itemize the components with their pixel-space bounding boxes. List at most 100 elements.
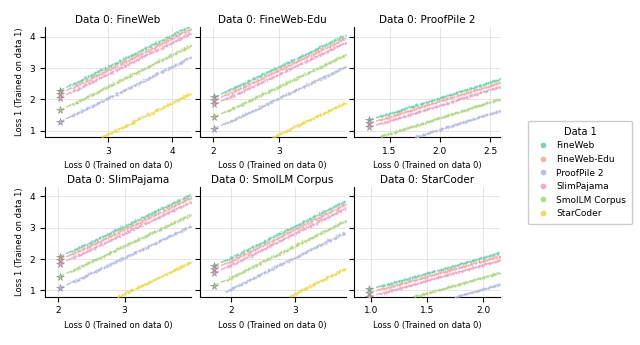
Point [423, 119, 433, 124]
Point [76, 251, 86, 257]
Point [104, 233, 114, 239]
Point [261, 89, 271, 94]
Point [440, 93, 451, 99]
Point [259, 77, 269, 83]
Point [278, 236, 289, 241]
Point [314, 53, 324, 58]
Point [232, 115, 243, 121]
Point [257, 103, 268, 109]
Point [95, 266, 105, 272]
Point [125, 56, 136, 62]
Point [415, 275, 425, 280]
Point [413, 109, 423, 115]
Point [428, 104, 438, 109]
Point [408, 110, 418, 115]
Point [118, 245, 128, 250]
Point [124, 224, 134, 229]
Point [469, 84, 479, 89]
Point [318, 50, 328, 56]
Point [401, 126, 411, 131]
Point [414, 109, 424, 115]
Point [449, 270, 460, 275]
Point [489, 109, 499, 114]
Point [127, 83, 138, 89]
Point [335, 201, 345, 206]
Point [427, 97, 437, 102]
Point [307, 215, 317, 220]
Point [140, 45, 150, 50]
Point [448, 112, 458, 117]
Point [340, 202, 351, 208]
Point [320, 46, 330, 51]
Point [451, 97, 461, 102]
Point [327, 205, 337, 210]
Point [434, 126, 444, 132]
Point [419, 103, 429, 109]
Point [114, 233, 124, 238]
Point [329, 235, 339, 240]
Point [258, 74, 268, 80]
Point [259, 103, 269, 108]
Point [337, 102, 347, 108]
Point [161, 223, 172, 228]
Point [236, 81, 246, 86]
Point [305, 117, 315, 122]
Point [389, 113, 399, 118]
Point [480, 255, 490, 260]
Point [176, 35, 186, 40]
Point [159, 213, 169, 219]
Point [132, 117, 142, 122]
Point [179, 195, 189, 200]
Point [67, 279, 77, 285]
Point [64, 249, 74, 254]
Point [245, 248, 255, 254]
Point [324, 45, 334, 51]
Point [387, 113, 397, 119]
Point [161, 104, 171, 109]
Point [451, 282, 461, 288]
Point [494, 80, 504, 86]
Point [293, 242, 303, 247]
Point [340, 267, 350, 272]
Point [412, 110, 422, 115]
Point [111, 128, 121, 133]
Point [394, 112, 404, 117]
Point [335, 204, 345, 209]
Point [78, 108, 88, 114]
Point [283, 231, 293, 237]
Point [242, 254, 252, 259]
Point [114, 63, 124, 68]
Point [272, 241, 282, 246]
Point [289, 242, 300, 247]
Point [433, 127, 444, 132]
Point [115, 228, 125, 233]
Point [149, 212, 159, 218]
Point [248, 83, 259, 88]
Point [116, 89, 127, 95]
Point [79, 244, 90, 249]
Point [428, 288, 438, 294]
Point [259, 241, 269, 247]
Point [472, 115, 483, 120]
Point [417, 271, 427, 277]
Point [100, 254, 111, 259]
Point [383, 281, 394, 286]
Point [375, 134, 385, 139]
Point [285, 90, 295, 96]
Point [467, 88, 477, 93]
Point [410, 281, 420, 287]
Point [458, 91, 468, 97]
Point [115, 79, 125, 84]
Point [106, 233, 116, 238]
Point [106, 131, 116, 136]
Point [159, 45, 169, 50]
Point [475, 90, 485, 96]
Point [287, 77, 298, 82]
Point [186, 90, 196, 96]
Point [435, 98, 445, 103]
Point [285, 232, 296, 237]
Point [159, 43, 170, 49]
Point [443, 285, 453, 290]
Point [300, 119, 310, 125]
Point [118, 56, 129, 62]
